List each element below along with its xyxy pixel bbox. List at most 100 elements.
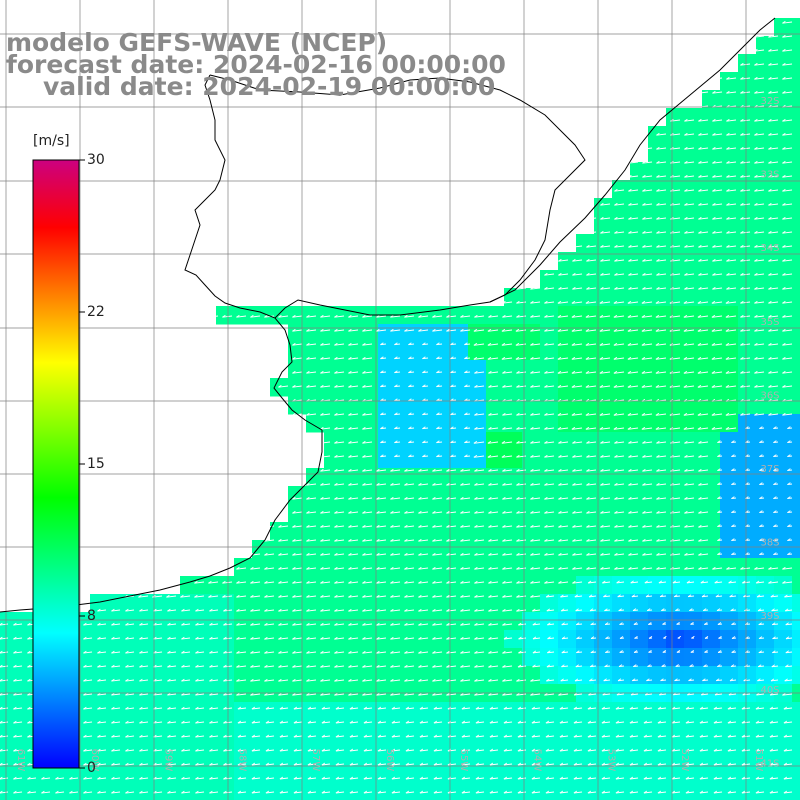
- wind-arrow: [433, 721, 443, 724]
- wind-arrow-head: [758, 650, 763, 654]
- wind-arrow-head: [641, 370, 646, 374]
- wind-speed-cell: [648, 432, 667, 451]
- wind-speed-cell: [540, 288, 559, 307]
- wind-arrow-head: [516, 538, 520, 542]
- wind-arrow-head: [531, 748, 536, 752]
- wind-arrow-head: [111, 678, 115, 682]
- wind-arrow-head: [740, 146, 744, 150]
- wind-speed-cell: [414, 432, 433, 451]
- wind-arrow-head: [97, 734, 101, 738]
- wind-arrow-head: [657, 762, 662, 766]
- wind-arrow: [684, 119, 695, 122]
- wind-speed-cell: [792, 396, 800, 415]
- wind-arrow: [754, 343, 765, 346]
- wind-arrow-head: [377, 762, 382, 766]
- wind-arrow-head: [629, 734, 634, 738]
- wind-arrow: [362, 651, 373, 654]
- wind-speed-cell: [432, 648, 451, 667]
- wind-speed-cell: [774, 504, 793, 523]
- wind-arrow-head: [713, 762, 718, 766]
- wind-arrow-head: [516, 314, 520, 318]
- wind-speed-cell: [198, 630, 217, 649]
- wind-arrow-head: [27, 776, 31, 780]
- wind-arrow-head: [782, 244, 786, 248]
- wind-speed-cell: [252, 792, 271, 800]
- wind-arrow: [13, 623, 23, 626]
- wind-speed-cell: [432, 792, 451, 800]
- wind-speed-cell: [720, 594, 739, 613]
- wind-speed-cell: [324, 720, 343, 739]
- wind-arrow: [516, 455, 527, 458]
- wind-arrow-head: [544, 538, 548, 542]
- wind-speed-cell: [558, 702, 577, 721]
- wind-arrow-head: [698, 188, 702, 192]
- wind-arrow-head: [488, 692, 492, 696]
- wind-arrow-head: [573, 706, 578, 710]
- wind-speed-cell: [630, 396, 649, 415]
- wind-arrow-head: [782, 230, 786, 234]
- wind-arrow: [588, 693, 597, 696]
- wind-arrow: [615, 721, 625, 724]
- wind-arrow: [278, 553, 289, 556]
- wind-arrow: [657, 721, 667, 724]
- wind-arrow-head: [334, 454, 338, 458]
- wind-arrow-head: [586, 286, 590, 290]
- wind-arrow: [713, 763, 723, 766]
- wind-arrow-head: [250, 566, 254, 570]
- wind-speed-cell: [306, 414, 325, 433]
- wind-arrow-head: [418, 314, 422, 318]
- wind-arrow-head: [600, 468, 604, 472]
- wind-arrow-head: [97, 790, 101, 794]
- wind-arrow: [209, 679, 219, 682]
- wind-speed-cell: [792, 792, 800, 800]
- wind-arrow: [251, 721, 261, 724]
- wind-arrow: [545, 791, 555, 794]
- wind-speed-cell: [702, 234, 721, 253]
- wind-arrow-head: [545, 790, 550, 794]
- wind-arrow-head: [195, 608, 199, 612]
- wind-arrow: [97, 693, 107, 696]
- wind-arrow-head: [362, 636, 366, 640]
- wind-arrow-head: [725, 314, 730, 318]
- wind-arrow: [334, 315, 345, 318]
- wind-arrow: [642, 189, 653, 192]
- wind-arrow: [27, 777, 37, 780]
- wind-speed-cell: [648, 774, 667, 793]
- wind-speed-cell: [792, 162, 800, 181]
- wind-arrow-head: [516, 300, 520, 304]
- wind-arrow: [628, 525, 639, 528]
- wind-arrow: [628, 273, 639, 276]
- wind-arrow-head: [684, 454, 688, 458]
- wind-speed-cell: [594, 594, 613, 613]
- wind-arrow: [363, 749, 373, 752]
- wind-arrow: [334, 679, 345, 682]
- wind-arrow-head: [236, 566, 240, 570]
- wind-arrow-head: [575, 622, 580, 626]
- wind-arrow-head: [363, 748, 368, 752]
- wind-speed-cell: [612, 396, 631, 415]
- wind-speed-cell: [774, 576, 793, 595]
- wind-arrow-head: [320, 636, 324, 640]
- wind-arrow: [726, 91, 737, 94]
- wind-speed-cell: [0, 756, 19, 775]
- wind-arrow: [700, 581, 709, 584]
- longitude-label: 58W: [236, 749, 247, 772]
- wind-arrow-head: [390, 328, 394, 332]
- wind-arrow: [0, 777, 9, 780]
- wind-arrow-head: [279, 790, 284, 794]
- wind-arrow: [292, 581, 303, 584]
- wind-arrow-head: [447, 706, 452, 710]
- wind-arrow: [334, 329, 345, 332]
- wind-arrow: [558, 469, 569, 472]
- wind-arrow: [460, 637, 471, 640]
- wind-arrow-head: [139, 720, 143, 724]
- wind-arrow: [306, 525, 317, 528]
- wind-arrow: [236, 581, 247, 584]
- wind-arrow: [376, 483, 387, 486]
- wind-arrow-head: [589, 664, 594, 668]
- wind-arrow: [390, 539, 401, 542]
- wind-speed-cell: [234, 702, 253, 721]
- wind-arrow-head: [111, 636, 115, 640]
- wind-arrow: [627, 413, 639, 416]
- wind-arrow-head: [759, 468, 763, 471]
